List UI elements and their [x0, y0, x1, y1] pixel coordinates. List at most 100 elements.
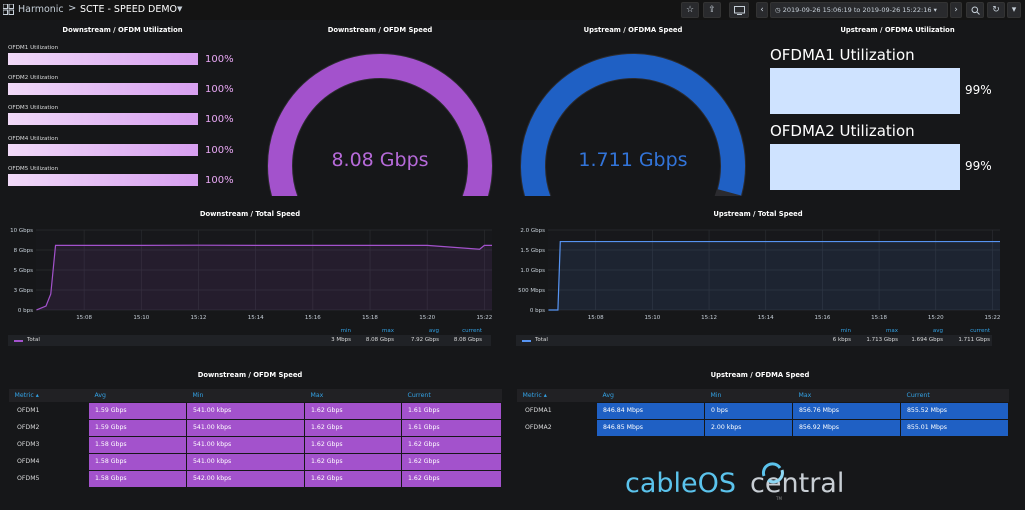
zoom-out-icon	[971, 6, 980, 15]
legend-series-name[interactable]: Total	[535, 337, 548, 343]
x-tick-label: 15:12	[191, 315, 207, 321]
cell-metric: OFDM1	[8, 401, 89, 420]
legend-header-avg: avg	[428, 328, 439, 334]
cell-min: 541.00 kbps	[186, 452, 305, 471]
legend-header-max: max	[886, 328, 898, 334]
breadcrumb-org[interactable]: Harmonic	[18, 4, 64, 15]
chevron-down-icon: ▾	[933, 6, 937, 14]
zoom-out-button[interactable]	[966, 2, 984, 18]
cell-max: 1.62 Gbps	[304, 469, 402, 488]
legend-avg: 1.694 Gbps	[911, 337, 943, 343]
bargauge-value: 100%	[205, 84, 234, 95]
util-box	[770, 144, 961, 190]
refresh-button[interactable]: ↻	[987, 2, 1005, 18]
table-header-row: Metric ▴ Avg Min Max Current	[516, 389, 1009, 402]
down-speed-table: Metric ▴ Avg Min Max Current OFDM1 1.59 …	[8, 389, 502, 488]
x-tick-label: 15:18	[871, 315, 887, 321]
column-header-max[interactable]: Max	[304, 389, 402, 402]
share-button[interactable]: ⇪	[703, 2, 721, 18]
time-range-picker[interactable]: ◷ 2019-09-26 15:06:19 to 2019-09-26 15:2…	[770, 2, 948, 18]
cell-avg: 1.59 Gbps	[88, 401, 187, 420]
column-header-avg[interactable]: Avg	[596, 389, 705, 402]
column-header-avg[interactable]: Avg	[88, 389, 187, 402]
x-tick-label: 15:22	[985, 315, 1001, 321]
y-tick-label: 2.0 Gbps	[520, 228, 545, 234]
down-total-chart: 0 bps 3 Gbps 5 Gbps 8 Gbps 10 Gbps 15:08 15:10…	[10, 228, 492, 321]
bargauge-bar	[8, 144, 198, 156]
cell-metric: OFDMA2	[516, 418, 597, 437]
legend-swatch	[522, 340, 531, 342]
column-header-min[interactable]: Min	[186, 389, 305, 402]
panel-title-down-speed: Downstream / OFDM Speed	[327, 26, 433, 34]
legend-series-name[interactable]: Total	[27, 337, 40, 343]
column-header-max[interactable]: Max	[792, 389, 901, 402]
bargauge-value: 100%	[205, 145, 234, 156]
cell-avg: 846.85 Mbps	[596, 418, 705, 437]
cell-min: 2.00 kbps	[704, 418, 793, 437]
panel-title-down-table: Downstream / OFDM Speed	[197, 371, 303, 379]
time-forward-button[interactable]: ›	[950, 2, 962, 18]
time-back-button[interactable]: ‹	[756, 2, 768, 18]
clock-icon: ◷	[775, 6, 781, 14]
share-icon: ⇪	[708, 5, 716, 15]
table-row: OFDM2 1.59 Gbps 541.00 kbps 1.62 Gbps 1.…	[8, 418, 502, 437]
legend-header-min: min	[340, 328, 351, 334]
legend-max: 1.713 Gbps	[866, 337, 898, 343]
column-header-min[interactable]: Min	[704, 389, 793, 402]
column-header-metric[interactable]: Metric ▴	[8, 389, 89, 402]
column-header-metric[interactable]: Metric ▴	[516, 389, 597, 402]
util-value: 99%	[965, 83, 992, 97]
legend-row[interactable]	[516, 335, 992, 346]
tv-mode-button[interactable]	[729, 2, 749, 18]
cell-max: 1.62 Gbps	[304, 418, 402, 437]
cell-avg: 1.59 Gbps	[88, 418, 187, 437]
series-line[interactable]	[548, 240, 1000, 311]
cell-current: 1.61 Gbps	[401, 418, 502, 437]
cell-max: 856.92 Mbps	[792, 418, 901, 437]
dashboard-title[interactable]: SCTE - SPEED DEMO	[80, 4, 178, 15]
chevron-down-icon[interactable]: ▼	[177, 5, 183, 13]
y-tick-label: 5 Gbps	[14, 268, 33, 274]
series-line[interactable]	[36, 244, 492, 311]
top-navbar: Harmonic > SCTE - SPEED DEMO ▼ ☆ ⇪ ‹ ◷ 2…	[0, 0, 1025, 20]
cell-current: 855.01 Mbps	[900, 418, 1009, 437]
cell-avg: 1.58 Gbps	[88, 452, 187, 471]
star-icon: ☆	[685, 5, 695, 15]
time-range-text: 2019-09-26 15:06:19 to 2019-09-26 15:22:…	[782, 6, 932, 14]
tv-icon	[733, 6, 745, 15]
legend-row[interactable]	[8, 335, 491, 346]
refresh-interval-dropdown[interactable]: ▾	[1007, 2, 1021, 18]
panel-title-up-speed: Upstream / OFDMA Speed	[583, 26, 683, 34]
bargauge-label: OFDM3 Utilization	[8, 105, 59, 111]
table-row: OFDMA1 846.84 Mbps 0 bps 856.76 Mbps 855…	[516, 401, 1009, 420]
column-header-current[interactable]: Current	[401, 389, 502, 402]
cell-max: 856.76 Mbps	[792, 401, 901, 420]
bargauge-value: 100%	[205, 175, 234, 186]
series-area	[548, 241, 1000, 310]
logo-trademark: TM	[776, 496, 782, 501]
x-tick-label: 15:22	[476, 315, 492, 321]
grid-icon[interactable]	[3, 4, 14, 15]
cell-max: 1.62 Gbps	[304, 435, 402, 454]
gauge-value: 8.08 Gbps	[331, 149, 429, 171]
logo-text-central: central	[750, 468, 845, 499]
breadcrumb-separator: >	[68, 3, 77, 14]
x-tick-label: 15:20	[928, 315, 944, 321]
table-row: OFDM1 1.59 Gbps 541.00 kbps 1.62 Gbps 1.…	[8, 401, 502, 420]
cell-current: 1.62 Gbps	[401, 452, 502, 471]
star-button[interactable]: ☆	[681, 2, 699, 18]
cell-current: 1.61 Gbps	[401, 401, 502, 420]
legend-current: 1.711 Gbps	[958, 337, 990, 343]
cell-avg: 1.58 Gbps	[88, 469, 187, 488]
gauge-fill	[521, 54, 745, 196]
column-header-current[interactable]: Current	[900, 389, 1009, 402]
bargauge-bar	[8, 113, 198, 125]
y-tick-label: 500 Mbps	[518, 288, 545, 294]
cell-min: 542.00 kbps	[186, 469, 305, 488]
chevron-right-icon: ›	[954, 5, 958, 15]
panel-title-up-table: Upstream / OFDMA Speed	[710, 371, 810, 379]
cell-min: 541.00 kbps	[186, 401, 305, 420]
panel-title-down-total: Downstream / Total Speed	[199, 210, 301, 218]
cell-metric: OFDM4	[8, 452, 89, 471]
cell-metric: OFDM2	[8, 418, 89, 437]
